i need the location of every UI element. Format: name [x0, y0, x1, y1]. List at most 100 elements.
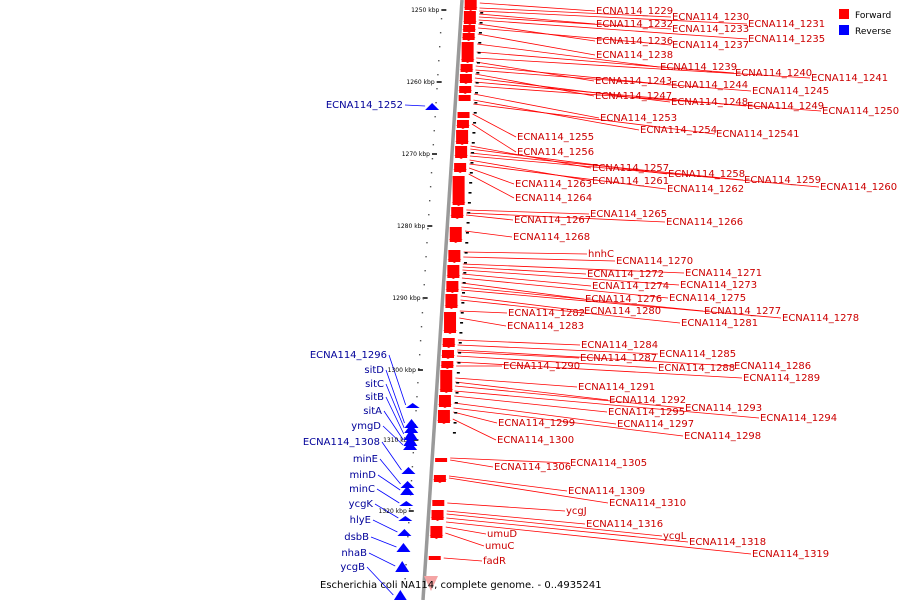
- forward-gene-label[interactable]: ECNA114_1287: [580, 353, 657, 364]
- forward-gene-block[interactable]: [452, 176, 465, 205]
- reverse-gene-feature[interactable]: [400, 486, 415, 495]
- forward-gene-label[interactable]: ECNA114_1277: [704, 306, 781, 317]
- forward-gene-label[interactable]: ECNA114_1295: [608, 407, 685, 418]
- forward-gene-label[interactable]: ECNA114_1275: [669, 293, 746, 304]
- forward-gene-label[interactable]: fadR: [483, 556, 506, 567]
- forward-gene-block[interactable]: [435, 458, 448, 462]
- forward-gene-block[interactable]: [462, 33, 475, 40]
- forward-gene-label[interactable]: ECNA114_1256: [517, 147, 594, 158]
- forward-gene-label[interactable]: ECNA114_1249: [747, 101, 824, 112]
- forward-gene-label[interactable]: ECNA114_1235: [748, 34, 825, 45]
- forward-gene-label[interactable]: ECNA114_1288: [658, 363, 735, 374]
- forward-gene-block[interactable]: [433, 475, 446, 482]
- forward-gene-block[interactable]: [459, 74, 472, 83]
- forward-gene-label[interactable]: ECNA114_1265: [590, 209, 667, 220]
- forward-gene-block[interactable]: [440, 370, 453, 392]
- forward-gene-block[interactable]: [457, 112, 470, 118]
- forward-gene-block[interactable]: [456, 130, 469, 144]
- forward-gene-label[interactable]: ECNA114_1292: [609, 395, 686, 406]
- forward-gene-label[interactable]: ECNA114_1239: [660, 62, 737, 73]
- forward-gene-label[interactable]: ECNA114_1237: [672, 40, 749, 51]
- reverse-gene-label[interactable]: ECNA114_1296: [310, 350, 387, 361]
- reverse-gene-feature[interactable]: [398, 516, 413, 521]
- forward-gene-block[interactable]: [444, 312, 457, 333]
- reverse-gene-label[interactable]: ECNA114_1252: [326, 100, 403, 111]
- forward-gene-label[interactable]: ECNA114_1257: [592, 163, 669, 174]
- forward-gene-label[interactable]: ECNA114_1262: [667, 184, 744, 195]
- forward-gene-label[interactable]: ECNA114_1270: [616, 256, 693, 267]
- forward-gene-block[interactable]: [445, 294, 458, 308]
- forward-gene-label[interactable]: ECNA114_1274: [592, 281, 669, 292]
- forward-gene-block[interactable]: [461, 42, 474, 62]
- forward-gene-label[interactable]: ECNA114_1236: [596, 36, 673, 47]
- reverse-gene-label[interactable]: hlyE: [350, 515, 371, 526]
- forward-gene-label[interactable]: ECNA114_1284: [581, 340, 658, 351]
- forward-gene-block[interactable]: [451, 207, 464, 218]
- forward-gene-block[interactable]: [458, 95, 471, 101]
- forward-gene-block[interactable]: [432, 500, 445, 506]
- reverse-gene-label[interactable]: sitA: [363, 406, 382, 417]
- reverse-gene-label[interactable]: minE: [353, 454, 378, 465]
- reverse-gene-feature[interactable]: [397, 529, 412, 536]
- forward-gene-label[interactable]: ECNA114_1244: [671, 80, 748, 91]
- legend-item-forward[interactable]: Forward: [839, 9, 891, 21]
- forward-gene-label[interactable]: ECNA114_1264: [515, 193, 592, 204]
- forward-gene-block[interactable]: [454, 163, 467, 172]
- forward-gene-block[interactable]: [428, 556, 441, 560]
- forward-gene-label[interactable]: ECNA114_1229: [596, 6, 673, 17]
- forward-gene-label[interactable]: ECNA114_1267: [514, 215, 591, 226]
- reverse-gene-feature[interactable]: [393, 590, 407, 600]
- forward-gene-label[interactable]: ECNA114_1260: [820, 182, 897, 193]
- forward-gene-label[interactable]: ECNA114_1253: [600, 113, 677, 124]
- forward-gene-label[interactable]: ECNA114_1280: [584, 306, 661, 317]
- reverse-gene-feature[interactable]: [405, 403, 420, 408]
- forward-gene-label[interactable]: ECNA114_1285: [659, 349, 736, 360]
- forward-gene-label[interactable]: ECNA114_1305: [570, 458, 647, 469]
- forward-gene-label[interactable]: ECNA114_1319: [752, 549, 829, 560]
- forward-gene-label[interactable]: ECNA114_1299: [498, 418, 575, 429]
- reverse-gene-feature[interactable]: [425, 103, 440, 110]
- reverse-gene-feature[interactable]: [399, 501, 414, 506]
- forward-gene-label[interactable]: ECNA114_1272: [587, 269, 664, 280]
- reverse-gene-feature[interactable]: [403, 435, 418, 446]
- forward-gene-label[interactable]: ECNA114_1293: [685, 403, 762, 414]
- forward-gene-label[interactable]: ECNA114_1247: [595, 91, 672, 102]
- forward-gene-label[interactable]: umuD: [487, 529, 517, 540]
- forward-gene-label[interactable]: ycgL: [663, 531, 687, 542]
- forward-gene-block[interactable]: [441, 350, 454, 358]
- reverse-gene-feature[interactable]: [396, 543, 411, 552]
- forward-gene-block[interactable]: [449, 227, 462, 242]
- forward-gene-label[interactable]: ECNA114_1271: [685, 268, 762, 279]
- forward-gene-label[interactable]: ECNA114_1245: [752, 86, 829, 97]
- forward-gene-label[interactable]: ECNA114_1250: [822, 106, 899, 117]
- forward-gene-block[interactable]: [463, 25, 476, 32]
- forward-gene-block[interactable]: [447, 265, 460, 278]
- forward-gene-label[interactable]: ECNA114_1258: [668, 169, 745, 180]
- forward-gene-block[interactable]: [464, 0, 477, 10]
- forward-gene-label[interactable]: ECNA114_1259: [744, 175, 821, 186]
- reverse-gene-label[interactable]: minD: [349, 470, 376, 481]
- forward-gene-label[interactable]: ECNA114_1282: [508, 308, 585, 319]
- forward-gene-label[interactable]: ECNA114_1290: [503, 361, 580, 372]
- forward-gene-label[interactable]: ECNA114_1286: [734, 361, 811, 372]
- forward-gene-block[interactable]: [446, 281, 459, 292]
- forward-gene-block[interactable]: [431, 510, 444, 520]
- forward-gene-block[interactable]: [456, 120, 469, 128]
- forward-gene-label[interactable]: ECNA114_1281: [681, 318, 758, 329]
- forward-gene-label[interactable]: ECNA114_1231: [748, 19, 825, 30]
- forward-gene-label[interactable]: ECNA114_1291: [578, 382, 655, 393]
- forward-gene-label[interactable]: ECNA114_1294: [760, 413, 837, 424]
- reverse-gene-label[interactable]: ymgD: [351, 421, 381, 432]
- reverse-gene-feature[interactable]: [403, 429, 418, 440]
- forward-gene-label[interactable]: ECNA114_1300: [497, 435, 574, 446]
- forward-gene-label[interactable]: ECNA114_1309: [568, 486, 645, 497]
- reverse-gene-label[interactable]: ycgB: [340, 562, 365, 573]
- forward-gene-label[interactable]: ECNA114_1248: [671, 97, 748, 108]
- forward-gene-label[interactable]: ECNA114_1230: [672, 12, 749, 23]
- forward-gene-label[interactable]: ECNA114_1243: [595, 76, 672, 87]
- forward-gene-label[interactable]: ECNA114_1261: [592, 176, 669, 187]
- forward-gene-block[interactable]: [460, 64, 473, 72]
- forward-gene-label[interactable]: ECNA114_1306: [494, 462, 571, 473]
- reverse-gene-label[interactable]: sitB: [365, 392, 384, 403]
- forward-gene-block[interactable]: [437, 410, 450, 423]
